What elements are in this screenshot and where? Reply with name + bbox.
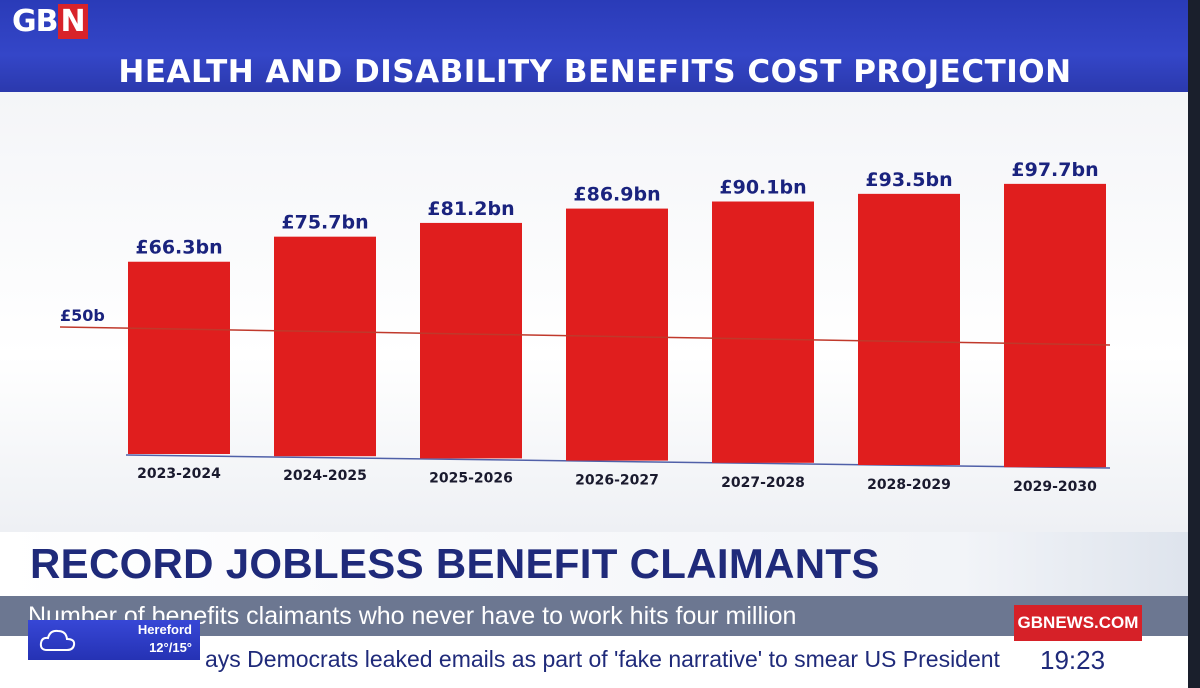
chart-baseline xyxy=(125,454,1111,469)
category-label-2026-2027: 2026-2027 xyxy=(575,473,659,489)
bar-2029-2030 xyxy=(1004,183,1106,468)
bar-2028-2029 xyxy=(858,193,960,465)
headline-strip: RECORD JOBLESS BENEFIT CLAIMANTS xyxy=(0,532,1200,596)
category-label-2029-2030: 2029-2030 xyxy=(1013,479,1097,495)
gb-news-logo: GB N xyxy=(12,4,104,40)
bar-2024-2025 xyxy=(274,236,376,457)
screen-bezel xyxy=(1188,0,1200,688)
clock: 19:23 xyxy=(1040,645,1106,675)
bar-2025-2026 xyxy=(420,222,522,459)
data-label-2026-2027: £86.9bn xyxy=(573,184,660,206)
title-bar: GB N HEALTH AND DISABILITY BENEFITS COST … xyxy=(0,0,1200,92)
bar-chart: £50b £66.3bn 2023-2024 £75.7bn 2024-2025 £81… xyxy=(59,159,1111,495)
data-label-2028-2029: £93.5bn xyxy=(865,169,952,191)
reference-line xyxy=(59,326,1111,346)
bar-2026-2027 xyxy=(566,208,668,461)
logo-accent: N xyxy=(57,4,88,39)
category-label-2023-2024: 2023-2024 xyxy=(137,466,221,482)
weather-temperature: 12°/15° xyxy=(149,640,192,655)
category-label-2027-2028: 2027-2028 xyxy=(721,475,805,491)
data-label-2027-2028: £90.1bn xyxy=(719,177,806,199)
subheadline-strip: Number of benefits claimants who never h… xyxy=(0,596,1200,636)
data-label-2029-2030: £97.7bn xyxy=(1011,159,1098,181)
site-badge: GBNEWS.COM xyxy=(1014,605,1142,641)
bar-2023-2024 xyxy=(128,261,230,454)
category-label-2024-2025: 2024-2025 xyxy=(283,468,367,484)
weather-box: Hereford 12°/15° xyxy=(28,620,200,660)
chart-title: HEALTH AND DISABILITY BENEFITS COST PROJ… xyxy=(118,54,1072,90)
cloud-icon xyxy=(39,629,76,651)
ticker-strip xyxy=(0,636,1200,688)
chart-panel: £50b £66.3bn 2023-2024 £75.7bn 2024-2025 £81… xyxy=(0,92,1200,532)
weather-location: Hereford xyxy=(137,622,192,637)
data-label-2025-2026: £81.2bn xyxy=(427,198,514,220)
category-label-2028-2029: 2028-2029 xyxy=(867,477,951,493)
ticker-text: ays Democrats leaked emails as part of '… xyxy=(205,646,1000,672)
reference-line-label: £50b xyxy=(60,306,105,325)
category-label-2025-2026: 2025-2026 xyxy=(429,470,513,486)
bar-2027-2028 xyxy=(712,201,814,463)
headline: RECORD JOBLESS BENEFIT CLAIMANTS xyxy=(30,540,880,587)
data-label-2023-2024: £66.3bn xyxy=(135,237,222,259)
logo-text: GB xyxy=(12,4,58,39)
data-label-2024-2025: £75.7bn xyxy=(281,212,368,234)
